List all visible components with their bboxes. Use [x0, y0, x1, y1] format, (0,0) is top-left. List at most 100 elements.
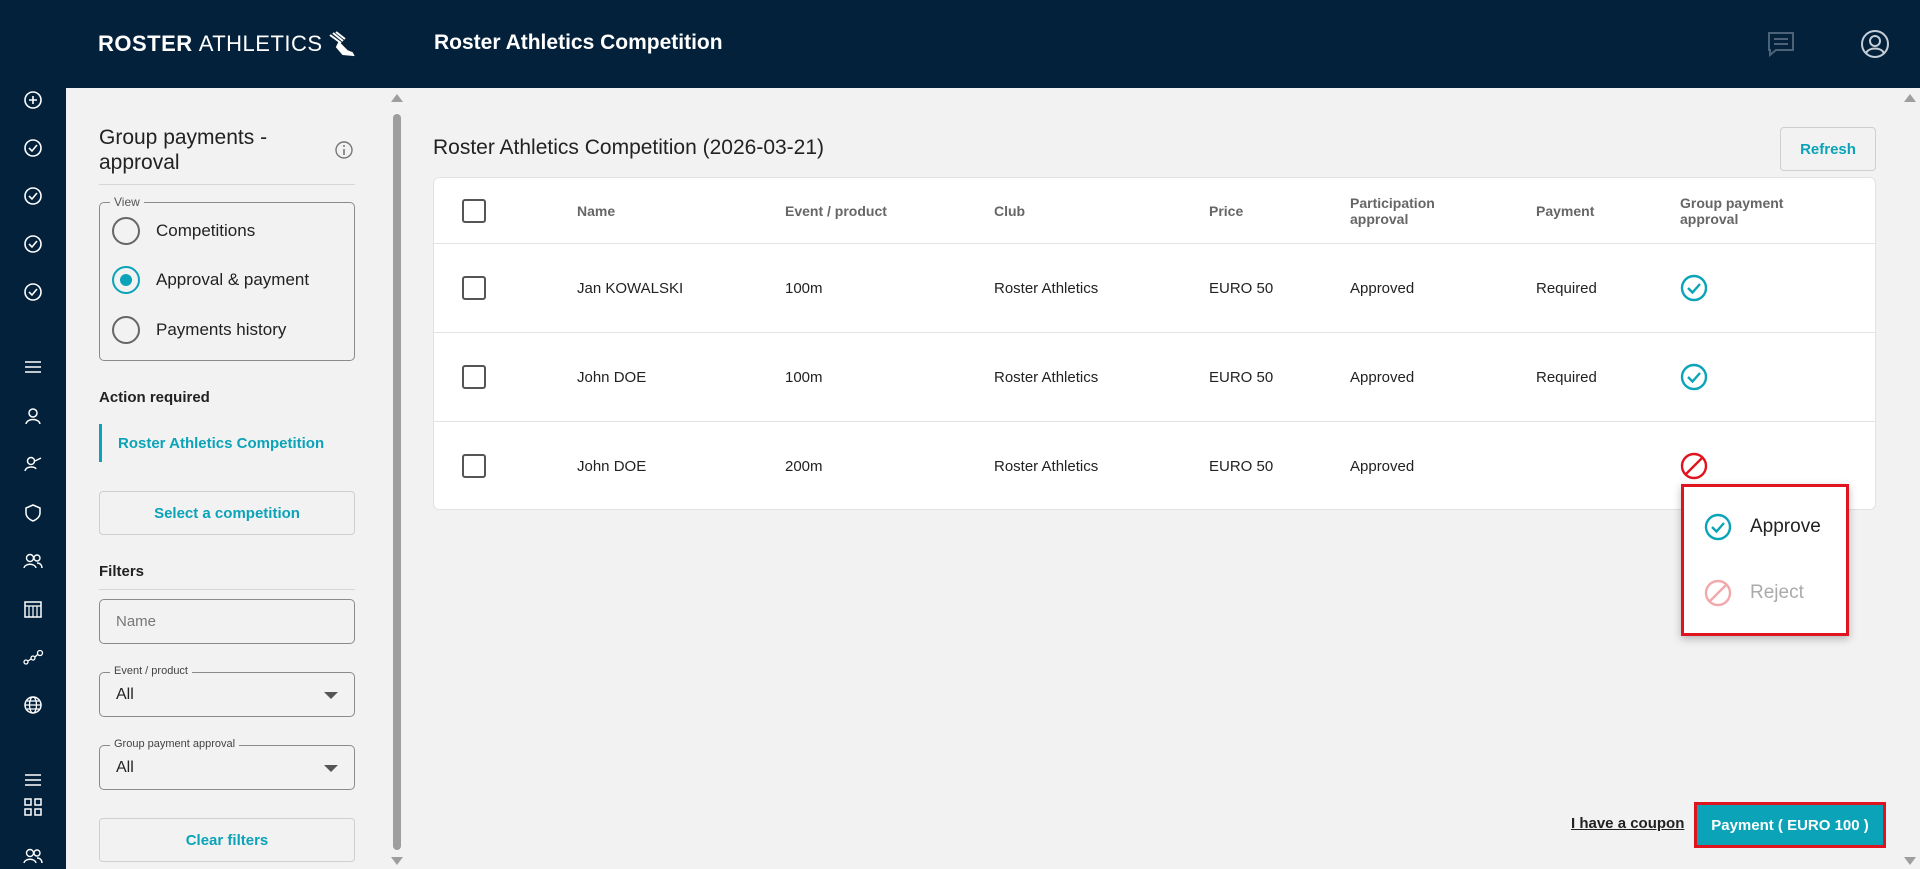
- rejected-block-icon[interactable]: [1680, 452, 1708, 480]
- cell-name: John DOE: [577, 457, 647, 475]
- scroll-up-arrow-icon[interactable]: [391, 94, 403, 102]
- radio-button-selected[interactable]: [112, 266, 140, 294]
- globe-icon[interactable]: [21, 693, 45, 717]
- approve-menu-item[interactable]: Approve: [1704, 509, 1821, 545]
- check-circle-icon[interactable]: [21, 280, 45, 304]
- logo-text-bold: ROSTER: [98, 31, 193, 56]
- cell-participation: Approved: [1350, 279, 1415, 297]
- check-circle-icon[interactable]: [21, 136, 45, 160]
- approved-check-icon[interactable]: [1680, 274, 1708, 302]
- table-row[interactable]: John DOE 200m Roster Athletics EURO 50 A…: [434, 422, 1875, 510]
- approve-check-icon: [1704, 513, 1732, 541]
- table-header: Name Event / product Club Price Particip…: [434, 178, 1875, 244]
- winged-shoe-icon: [328, 31, 355, 57]
- add-circle-icon[interactable]: [21, 88, 45, 112]
- cell-name: Jan KOWALSKI: [577, 279, 684, 297]
- calendar-icon[interactable]: [21, 597, 45, 621]
- action-item-competition[interactable]: Roster Athletics Competition: [99, 424, 355, 462]
- cell-club: Roster Athletics: [994, 368, 1099, 386]
- cell-club: Roster Athletics: [994, 457, 1099, 475]
- chevron-down-icon: [324, 692, 338, 699]
- row-checkbox-cell: [462, 244, 486, 332]
- scroll-down-arrow-icon[interactable]: [391, 857, 403, 865]
- scroll-thumb[interactable]: [393, 114, 401, 850]
- menu-icon[interactable]: [21, 355, 45, 379]
- radio-payments-history[interactable]: Payments history: [112, 315, 286, 345]
- col-group-payment-approval[interactable]: Group payment approval: [1680, 194, 1784, 227]
- payment-button[interactable]: Payment ( EURO 100 ): [1694, 802, 1886, 848]
- group-icon[interactable]: [21, 844, 45, 868]
- col-club[interactable]: Club: [994, 202, 1026, 219]
- radio-competitions[interactable]: Competitions: [112, 216, 255, 246]
- reject-label: Reject: [1750, 582, 1804, 603]
- clear-filters-button[interactable]: Clear filters: [99, 818, 355, 862]
- grid-icon[interactable]: [21, 795, 45, 819]
- radio-label: Competitions: [156, 221, 256, 240]
- radio-label: Payments history: [156, 320, 287, 339]
- page-scroll-up-arrow-icon[interactable]: [1904, 94, 1916, 102]
- col-participation-approval[interactable]: Participation approval: [1350, 194, 1435, 227]
- top-bar: ROSTER ATHLETICS Roster Athletics Compet…: [0, 0, 1920, 88]
- col-name[interactable]: Name: [577, 202, 616, 219]
- check-circle-icon[interactable]: [21, 184, 45, 208]
- radio-button[interactable]: [112, 217, 140, 245]
- select-value: All: [116, 759, 134, 776]
- entries-table: Name Event / product Club Price Particip…: [433, 177, 1876, 510]
- cell-payment: Required: [1536, 368, 1597, 386]
- filter-panel: Group payments - approval View Competiti…: [66, 88, 382, 869]
- cell-event: 200m: [785, 457, 823, 475]
- row-checkbox[interactable]: [462, 365, 486, 389]
- group-approval-cell: [1680, 333, 1708, 421]
- col-price[interactable]: Price: [1209, 202, 1244, 219]
- row-checkbox-cell: [462, 422, 486, 510]
- col-event-product[interactable]: Event / product: [785, 202, 887, 219]
- coach-icon[interactable]: [21, 452, 45, 476]
- col-payment[interactable]: Payment: [1536, 202, 1595, 219]
- cell-event: 100m: [785, 368, 823, 386]
- action-required-label: Action required: [99, 389, 210, 406]
- check-circle-icon[interactable]: [21, 232, 45, 256]
- radio-approval-payment[interactable]: Approval & payment: [112, 265, 309, 295]
- info-icon[interactable]: [334, 140, 354, 160]
- cell-participation: Approved: [1350, 368, 1415, 386]
- table-row[interactable]: John DOE 100m Roster Athletics EURO 50 A…: [434, 333, 1875, 422]
- app-title: Roster Athletics Competition: [434, 31, 723, 54]
- ranking-icon[interactable]: [21, 645, 45, 669]
- refresh-button[interactable]: Refresh: [1780, 127, 1876, 171]
- user-account-icon[interactable]: [1860, 29, 1890, 59]
- chevron-down-icon: [324, 765, 338, 772]
- group-payment-approval-select[interactable]: Group payment approval All: [99, 738, 355, 790]
- chat-icon[interactable]: [1766, 31, 1796, 57]
- reject-menu-item[interactable]: Reject: [1704, 575, 1804, 611]
- person-icon[interactable]: [21, 404, 45, 428]
- logo-text-light: ATHLETICS: [198, 31, 323, 56]
- cell-participation: Approved: [1350, 457, 1415, 475]
- cell-club: Roster Athletics: [994, 279, 1099, 297]
- app-logo[interactable]: ROSTER ATHLETICS: [98, 28, 355, 60]
- shield-icon[interactable]: [21, 501, 45, 525]
- menu-icon[interactable]: [21, 768, 45, 792]
- nav-rail: [0, 88, 66, 869]
- group-icon[interactable]: [21, 549, 45, 573]
- radio-button[interactable]: [112, 316, 140, 344]
- cell-event: 100m: [785, 279, 823, 297]
- row-checkbox[interactable]: [462, 454, 486, 478]
- table-row[interactable]: Jan KOWALSKI 100m Roster Athletics EURO …: [434, 244, 1875, 333]
- cell-payment: Required: [1536, 279, 1597, 297]
- reject-block-icon: [1704, 579, 1732, 607]
- coupon-link[interactable]: I have a coupon: [1571, 815, 1685, 832]
- name-filter-input[interactable]: [99, 599, 355, 644]
- approved-check-icon[interactable]: [1680, 363, 1708, 391]
- approve-label: Approve: [1750, 516, 1821, 537]
- row-checkbox[interactable]: [462, 276, 486, 300]
- view-radio-group: View Competitions Approval & payment Pay…: [99, 195, 355, 361]
- select-value: All: [116, 686, 134, 703]
- event-product-select[interactable]: Event / product All: [99, 665, 355, 717]
- competition-title: Roster Athletics Competition (2026-03-21…: [433, 136, 825, 159]
- divider: [99, 589, 355, 590]
- page-scroll-down-arrow-icon[interactable]: [1904, 857, 1916, 865]
- select-all-checkbox[interactable]: [462, 198, 486, 223]
- cell-price: EURO 50: [1209, 279, 1274, 297]
- select-competition-button[interactable]: Select a competition: [99, 491, 355, 535]
- panel-scrollbar[interactable]: [390, 92, 404, 869]
